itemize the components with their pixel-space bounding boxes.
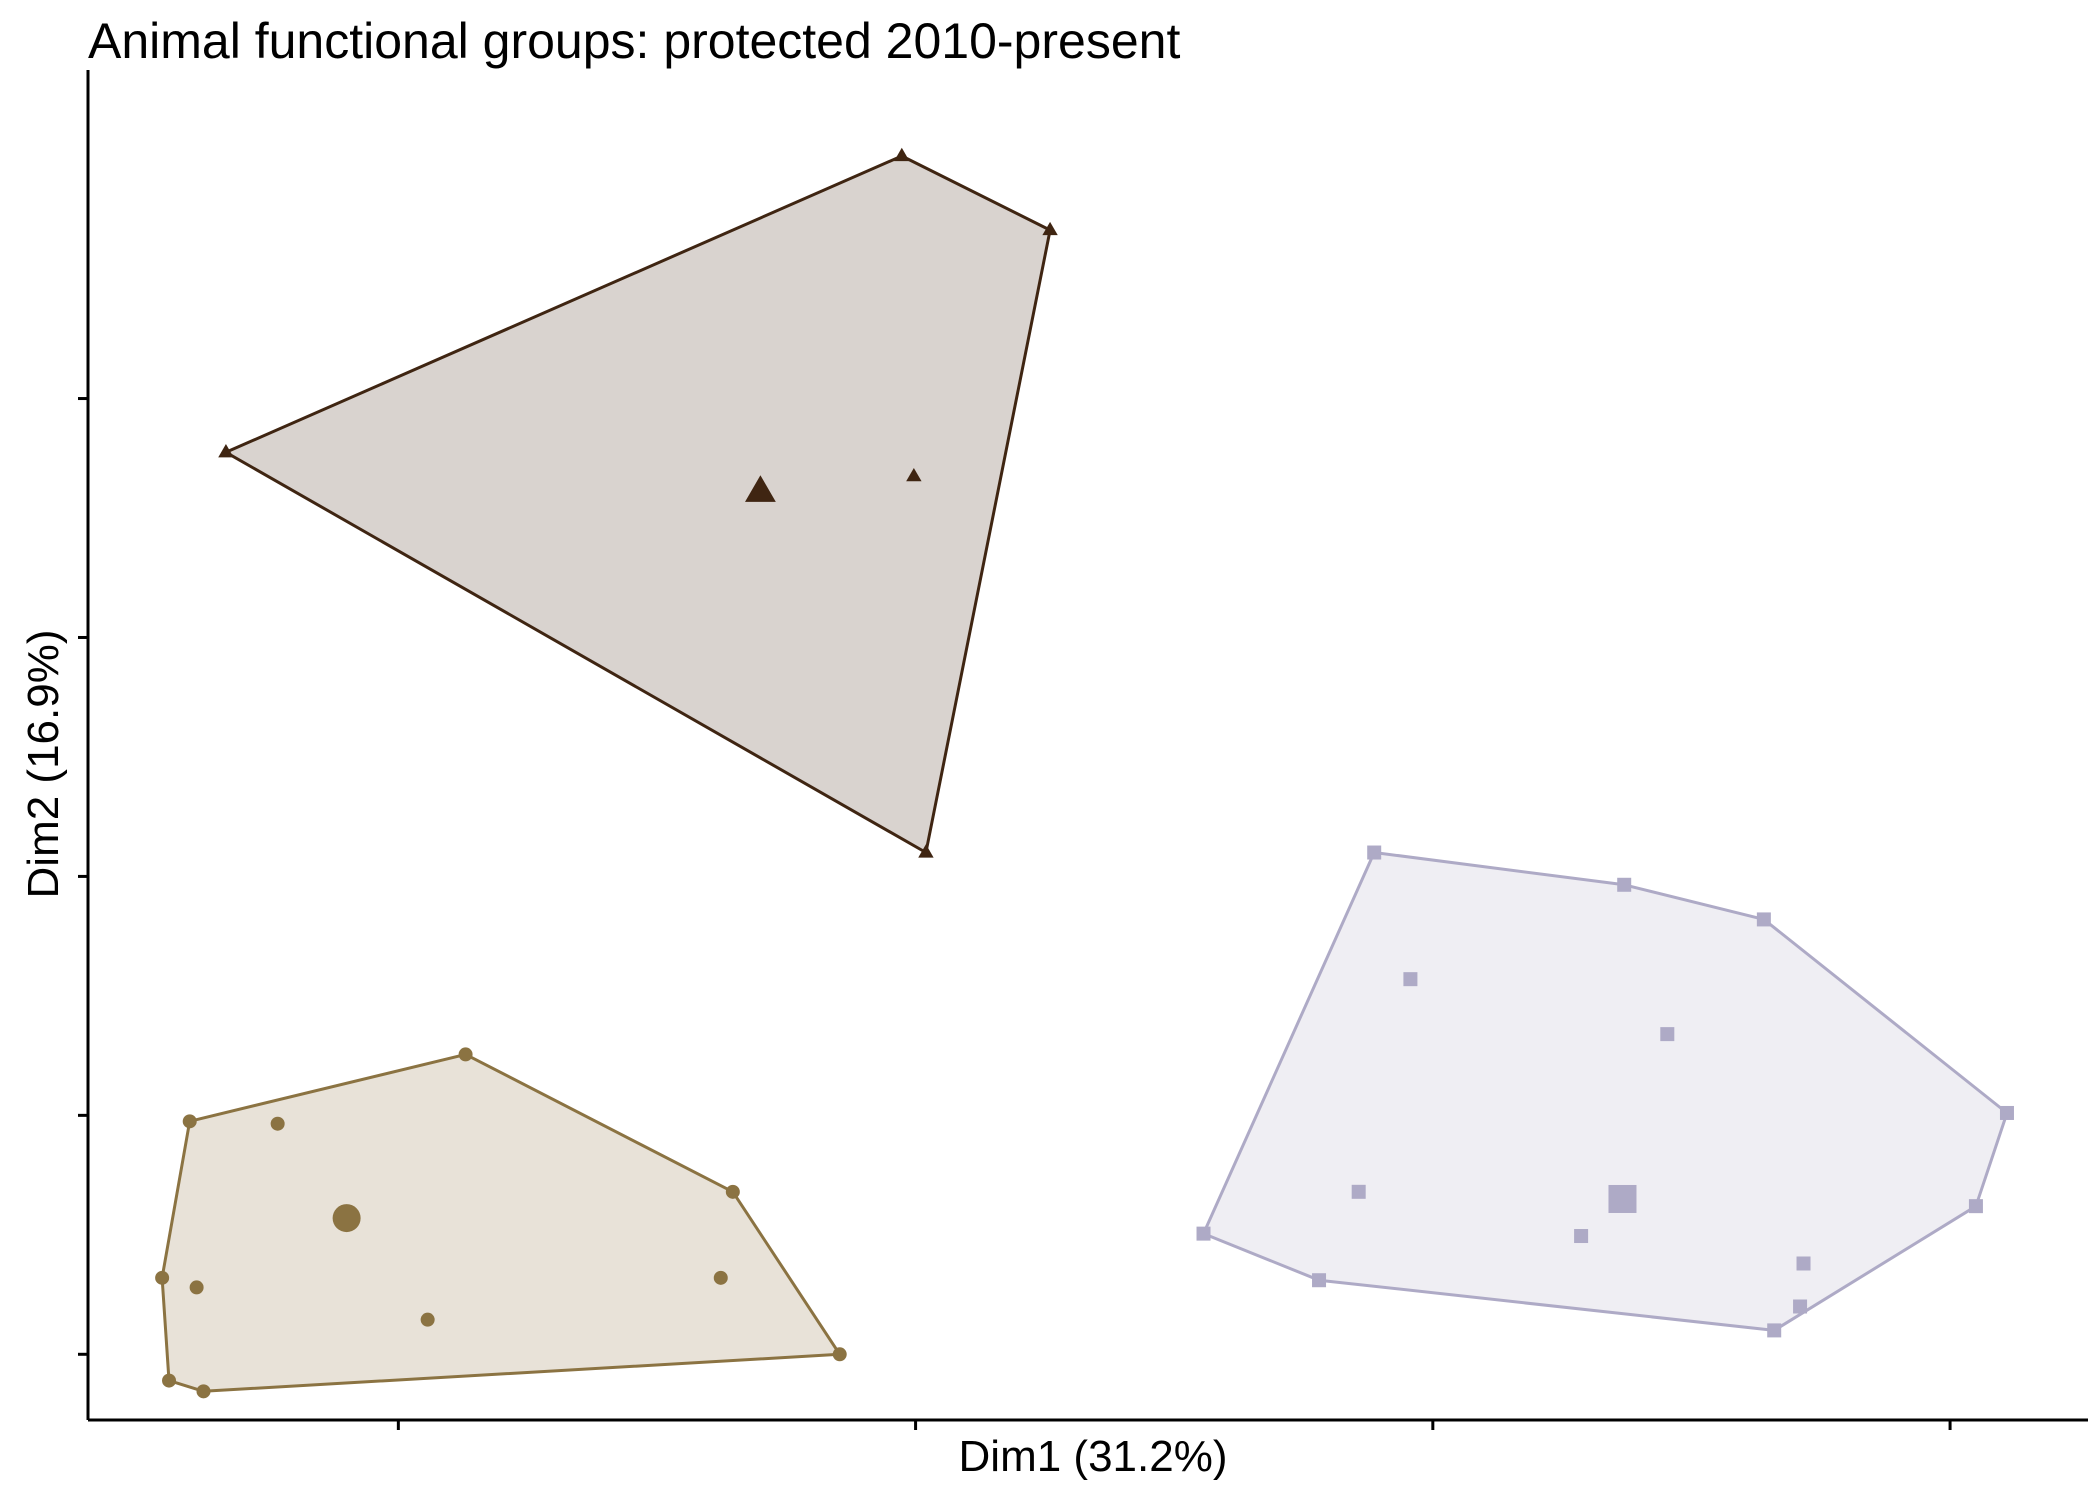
group-3-point-5 [1968, 1199, 1983, 1214]
group-2-point-4 [832, 1347, 847, 1362]
group-1-point-5 [906, 467, 922, 482]
group-3-point-6 [1767, 1323, 1782, 1338]
group-2-point-2 [182, 1114, 197, 1129]
chart-title: Animal functional groups: protected 2010… [88, 13, 1181, 69]
group-3-point-10 [1660, 1027, 1675, 1042]
group-2-centroid [332, 1204, 361, 1233]
group-2-point-9 [189, 1280, 204, 1295]
group-3-point-7 [1312, 1273, 1327, 1288]
group-2-point-3 [725, 1184, 740, 1199]
group-1-hull [224, 154, 1052, 854]
group-2-point-1 [458, 1047, 473, 1062]
group-3-point-2 [1617, 877, 1632, 892]
group-3-point-14 [1793, 1299, 1808, 1314]
group-1-point-2 [1042, 221, 1058, 236]
group-1-point-4 [918, 844, 934, 858]
group-2-point-8 [270, 1116, 285, 1131]
group-3-point-4 [1999, 1105, 2014, 1120]
group-2-point-6 [162, 1373, 177, 1388]
group-3-point-11 [1351, 1184, 1366, 1199]
group-1-centroid [745, 475, 776, 502]
group-3-point-1 [1367, 845, 1382, 860]
x-axis-label: Dim1 (31.2%) [958, 1432, 1228, 1481]
group-3-point-9 [1403, 972, 1418, 987]
y-axis-label: Dim2 (16.9%) [19, 629, 68, 899]
group-1-point-3 [218, 444, 234, 458]
group-3-point-8 [1196, 1226, 1211, 1241]
group-1-point-1 [894, 147, 910, 162]
group-3-point-3 [1756, 912, 1771, 927]
group-2-point-7 [196, 1384, 211, 1399]
group-2-point-11 [420, 1312, 435, 1327]
group-3-hull [1202, 851, 2009, 1332]
group-2-point-5 [155, 1270, 170, 1285]
group-3-point-13 [1796, 1256, 1811, 1271]
group-2-point-10 [713, 1270, 728, 1285]
group-3-point-12 [1574, 1229, 1589, 1244]
group-2-hull [160, 1052, 842, 1393]
group-3-centroid [1608, 1184, 1637, 1213]
